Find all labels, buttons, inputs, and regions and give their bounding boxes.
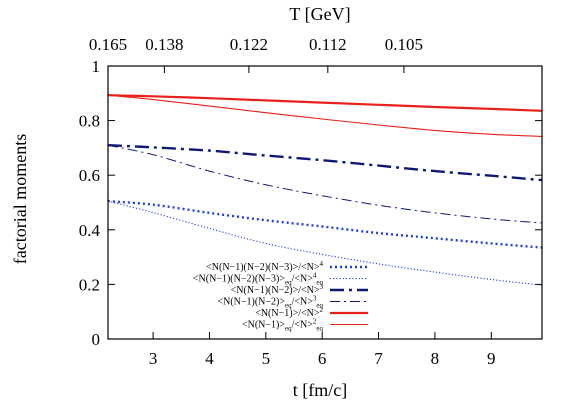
y-tick-label: 0.2 bbox=[79, 275, 100, 294]
series-line-5 bbox=[107, 94, 543, 112]
series-line-3 bbox=[107, 144, 543, 182]
x-tick-label: 7 bbox=[374, 349, 383, 368]
plot-frame bbox=[107, 65, 543, 340]
series-line-2 bbox=[107, 200, 543, 286]
legend-label-1: <N(N−1)(N−2)(N−3)>/<N>4 bbox=[206, 260, 323, 273]
x-tick-label: 3 bbox=[149, 349, 158, 368]
legend-label-3: <N(N−1)(N−2)>/<N>3 bbox=[231, 283, 324, 296]
x2-tick-label: 0.112 bbox=[309, 35, 347, 54]
y-tick-label: 0.4 bbox=[79, 221, 101, 240]
legend: <N(N−1)(N−2)(N−3)>/<N>4<N(N−1)(N−2)(N−3)… bbox=[193, 260, 368, 333]
series-line-1 bbox=[107, 199, 543, 249]
y-axis-title: factorial moments bbox=[10, 134, 30, 264]
y-tick-label: 1 bbox=[92, 57, 101, 76]
y-tick-label: 0.6 bbox=[79, 166, 100, 185]
x-tick-label: 9 bbox=[487, 349, 496, 368]
legend-label-5: <N(N−1)>/<N>2 bbox=[255, 306, 323, 319]
x2-tick-label: 0.165 bbox=[89, 35, 127, 54]
series-lines bbox=[107, 94, 543, 286]
legend-label-2: <N(N−1)(N−2)(N−3)>eq/<N>4eq bbox=[193, 272, 324, 287]
x2-tick-label: 0.138 bbox=[145, 35, 183, 54]
x2-tick-label: 0.122 bbox=[230, 35, 268, 54]
x-tick-label: 4 bbox=[205, 349, 214, 368]
x-axis-title: t [fm/c] bbox=[293, 380, 347, 400]
axis-ticks: 3 4 5 6 7 8 9 0 0.2 0.4 0.6 0.8 1 0.165 0.138 0.122 0.11… bbox=[79, 35, 542, 368]
legend-label-4: <N(N−1)(N−2)>eq/<N>3eq bbox=[217, 295, 323, 310]
x-tick-label: 5 bbox=[262, 349, 271, 368]
legend-label-6: <N(N−1)>eq/<N>2eq bbox=[242, 318, 324, 333]
y-tick-label: 0 bbox=[92, 330, 101, 349]
x2-axis-title: T [GeV] bbox=[289, 4, 350, 24]
series-line-6 bbox=[107, 94, 543, 137]
x-tick-label: 6 bbox=[318, 349, 327, 368]
y-tick-label: 0.8 bbox=[79, 112, 100, 131]
series-line-4 bbox=[107, 144, 543, 224]
x-tick-label: 8 bbox=[431, 349, 440, 368]
x2-tick-label: 0.105 bbox=[385, 35, 423, 54]
